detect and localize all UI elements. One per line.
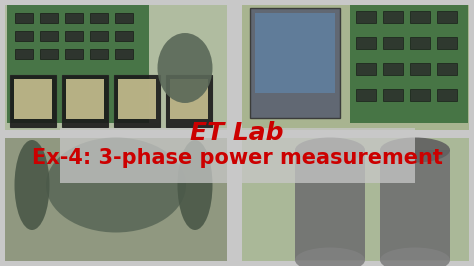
Ellipse shape bbox=[177, 140, 212, 230]
Bar bbox=[65, 31, 83, 41]
Bar bbox=[115, 13, 133, 23]
Bar bbox=[410, 89, 430, 101]
Bar bbox=[170, 79, 208, 119]
Bar bbox=[383, 37, 403, 49]
Bar bbox=[383, 63, 403, 75]
Bar bbox=[410, 37, 430, 49]
Bar bbox=[60, 128, 415, 183]
Ellipse shape bbox=[15, 140, 49, 230]
Bar bbox=[410, 11, 430, 23]
Bar bbox=[437, 37, 457, 49]
Bar bbox=[350, 5, 468, 123]
Bar bbox=[242, 138, 469, 261]
Bar bbox=[356, 11, 376, 23]
Bar bbox=[40, 49, 58, 59]
Bar bbox=[65, 13, 83, 23]
Bar bbox=[7, 5, 149, 123]
Bar bbox=[380, 150, 450, 260]
Bar bbox=[90, 13, 108, 23]
Ellipse shape bbox=[295, 138, 365, 163]
Bar bbox=[65, 49, 83, 59]
Bar bbox=[437, 89, 457, 101]
Bar bbox=[118, 79, 156, 119]
Bar bbox=[383, 89, 403, 101]
Ellipse shape bbox=[46, 138, 186, 232]
Bar bbox=[410, 63, 430, 75]
Bar bbox=[383, 11, 403, 23]
Bar bbox=[90, 31, 108, 41]
Bar bbox=[5, 5, 227, 130]
Ellipse shape bbox=[157, 33, 212, 103]
Text: ET Lab: ET Lab bbox=[190, 121, 284, 145]
Ellipse shape bbox=[380, 247, 450, 266]
Bar bbox=[62, 75, 108, 127]
Bar bbox=[115, 49, 133, 59]
Bar bbox=[14, 79, 52, 119]
Bar bbox=[114, 75, 160, 127]
Bar bbox=[255, 13, 335, 93]
Bar bbox=[250, 8, 340, 118]
Bar bbox=[40, 13, 58, 23]
Text: Ex-4: 3-phase power measurement: Ex-4: 3-phase power measurement bbox=[32, 148, 442, 168]
Bar bbox=[356, 63, 376, 75]
Bar bbox=[10, 75, 56, 127]
Bar bbox=[40, 31, 58, 41]
Bar bbox=[15, 49, 33, 59]
Bar bbox=[356, 37, 376, 49]
Bar bbox=[437, 63, 457, 75]
Bar bbox=[166, 75, 212, 127]
Bar bbox=[356, 89, 376, 101]
Ellipse shape bbox=[295, 247, 365, 266]
Bar bbox=[115, 31, 133, 41]
Ellipse shape bbox=[380, 138, 450, 163]
Bar bbox=[15, 31, 33, 41]
Bar bbox=[295, 150, 365, 260]
Bar bbox=[90, 49, 108, 59]
Bar bbox=[5, 138, 227, 261]
Bar bbox=[437, 11, 457, 23]
Bar bbox=[242, 5, 469, 130]
Bar bbox=[15, 13, 33, 23]
Bar bbox=[66, 79, 104, 119]
